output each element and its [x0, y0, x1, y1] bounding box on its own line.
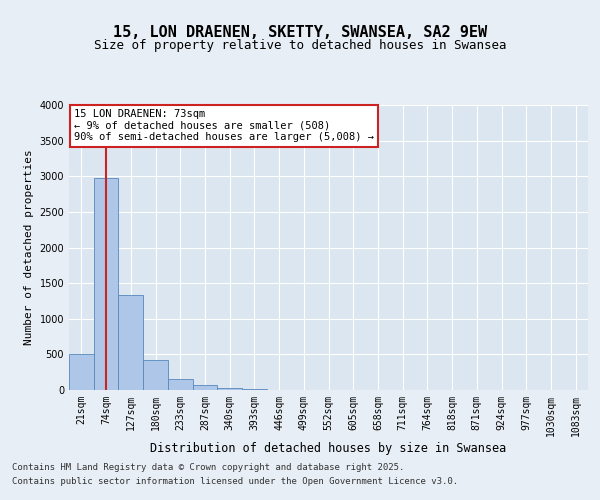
Text: Contains HM Land Registry data © Crown copyright and database right 2025.: Contains HM Land Registry data © Crown c… — [12, 464, 404, 472]
Bar — [217, 388, 242, 390]
Bar — [143, 360, 168, 390]
Bar — [118, 295, 143, 390]
Bar — [69, 354, 94, 390]
Text: 15 LON DRAENEN: 73sqm
← 9% of detached houses are smaller (508)
90% of semi-deta: 15 LON DRAENEN: 73sqm ← 9% of detached h… — [74, 110, 374, 142]
Text: Contains public sector information licensed under the Open Government Licence v3: Contains public sector information licen… — [12, 477, 458, 486]
Bar — [193, 384, 217, 390]
Text: 15, LON DRAENEN, SKETTY, SWANSEA, SA2 9EW: 15, LON DRAENEN, SKETTY, SWANSEA, SA2 9E… — [113, 25, 487, 40]
Bar — [94, 178, 118, 390]
X-axis label: Distribution of detached houses by size in Swansea: Distribution of detached houses by size … — [151, 442, 506, 454]
Text: Size of property relative to detached houses in Swansea: Size of property relative to detached ho… — [94, 38, 506, 52]
Bar — [168, 378, 193, 390]
Y-axis label: Number of detached properties: Number of detached properties — [24, 150, 34, 346]
